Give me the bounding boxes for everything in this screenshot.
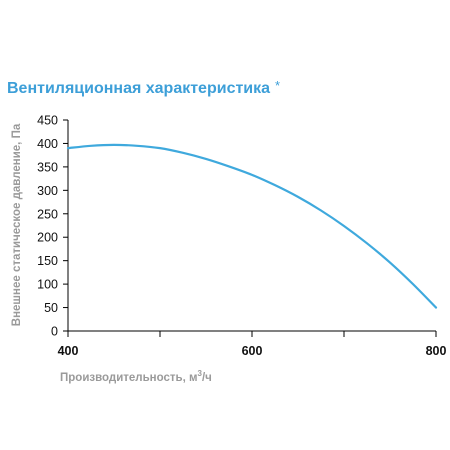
chart-title-text: Вентиляционная характеристика xyxy=(7,80,271,97)
x-axis-label-tail: /ч xyxy=(202,372,212,384)
x-tick-labels: 400 600 800 xyxy=(58,344,447,358)
x-axis-label-main: Производительность, м xyxy=(60,372,197,384)
chart-axes xyxy=(63,119,437,337)
y-tick-label: 300 xyxy=(37,184,58,198)
chart-title: Вентиляционная характеристика * xyxy=(7,78,280,98)
y-tick-label: 0 xyxy=(51,325,58,339)
y-tick-label: 250 xyxy=(37,207,58,221)
y-tick-label: 50 xyxy=(44,301,58,315)
x-tick-label: 400 xyxy=(58,344,79,358)
y-tick-label: 350 xyxy=(37,160,58,174)
chart-series xyxy=(66,143,438,309)
y-tick-label: 450 xyxy=(37,114,58,128)
y-axis-label: Внешнее статическое давление, Па xyxy=(11,123,23,326)
y-tick-label: 150 xyxy=(37,254,58,268)
x-tick-label: 600 xyxy=(242,344,263,358)
series-line xyxy=(66,143,438,309)
x-axis-label-superscript: 3 xyxy=(197,369,202,378)
title-asterisk: * xyxy=(275,78,281,93)
y-tick-label: 400 xyxy=(37,137,58,151)
x-axis-label: Производительность, м3/ч xyxy=(60,369,212,384)
y-tick-label: 100 xyxy=(37,278,58,292)
y-tick-label: 200 xyxy=(37,231,58,245)
y-tick-labels: 0 50 100 150 200 250 300 350 400 450 xyxy=(37,114,58,339)
x-tick-label: 800 xyxy=(426,344,447,358)
